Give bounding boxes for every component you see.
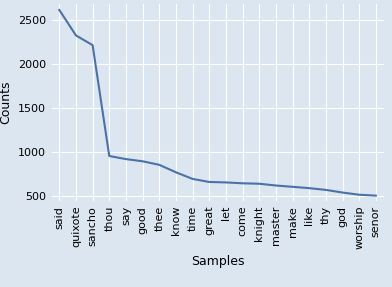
- X-axis label: Samples: Samples: [191, 255, 244, 268]
- Y-axis label: Counts: Counts: [0, 80, 13, 124]
